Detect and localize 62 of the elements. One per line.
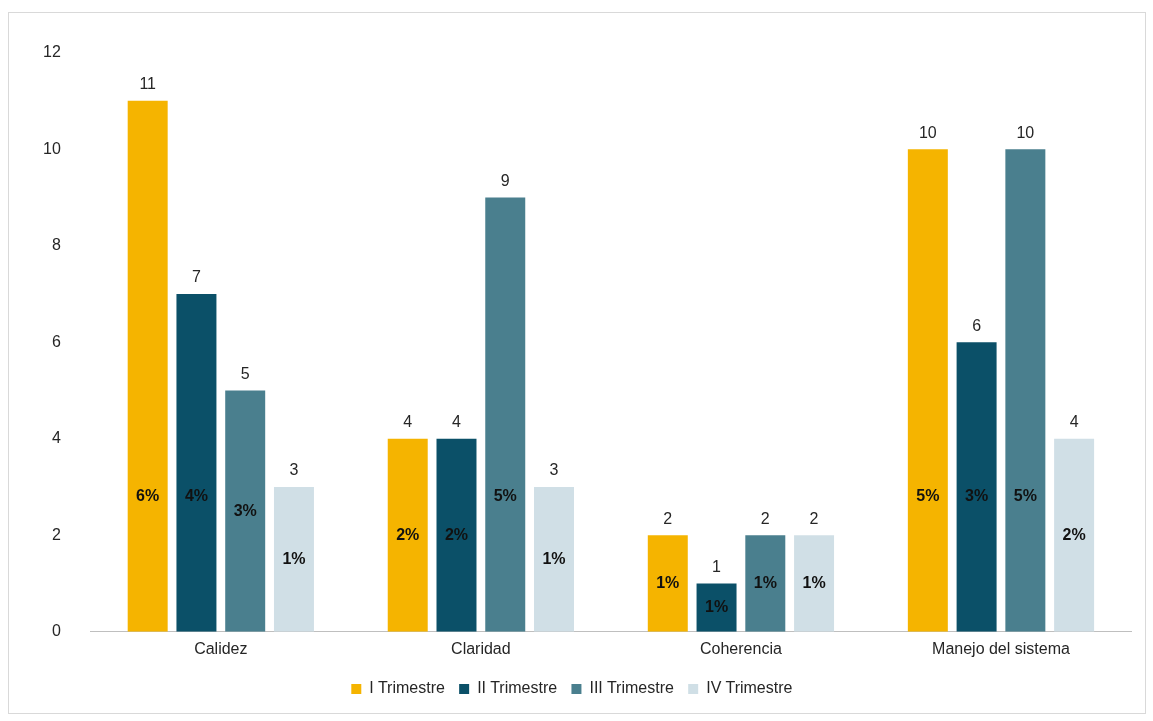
annotation: 3% [233,501,257,519]
annotation: 2% [1062,525,1086,543]
x-tick-label: Coherencia [700,639,782,657]
bar [1054,438,1095,632]
x-tick-label: Manejo del sistema [932,639,1070,657]
bar [436,438,477,632]
annotation: 6% [136,487,160,505]
y-tick-label: 4 [51,429,61,447]
bar [745,535,786,632]
x-tick-label: Calidez [194,639,248,657]
y-tick-label: 8 [51,236,61,254]
bar [273,487,314,632]
bar [794,535,835,632]
bar [647,535,688,632]
annotation: 4% [184,487,209,505]
data-label: 1 [712,557,722,575]
annotation: 1% [282,549,306,567]
data-label: 4 [452,413,462,431]
legend-label: III Trimestre [589,679,674,697]
annotation: 1% [704,598,729,616]
y-tick-label: 10 [43,139,61,157]
y-tick-label: 0 [51,622,61,640]
data-label: 5 [240,364,250,382]
data-label: 9 [500,171,510,189]
data-label: 11 [139,75,157,93]
annotation: 1% [753,573,777,591]
y-tick-label: 2 [51,525,61,543]
data-label: 2 [663,509,673,527]
annotation: 5% [916,487,940,505]
annotation: 1% [542,549,566,567]
legend-label: I Trimestre [369,679,445,697]
bar [176,293,217,632]
bar [1005,149,1046,632]
annotation: 5% [1013,487,1037,505]
annotation: 1% [802,573,826,591]
data-label: 3 [289,461,299,479]
legend-label: II Trimestre [477,679,558,697]
annotation: 2% [396,525,420,543]
data-label: 4 [403,413,413,431]
data-label: 10 [1016,123,1035,141]
bar [127,100,168,632]
x-tick-label: Claridad [451,639,511,657]
y-tick-label: 6 [51,332,61,350]
data-label: 10 [918,123,937,141]
data-label: 2 [809,509,819,527]
bar [387,438,428,632]
y-tick-label: 12 [43,43,61,61]
legend-label: IV Trimestre [706,679,793,697]
bar [907,149,948,632]
bar [485,197,526,632]
annotation: 1% [656,573,680,591]
data-label: 6 [972,316,982,334]
data-label: 3 [549,461,559,479]
annotation: 2% [444,525,469,543]
bar [956,342,997,632]
data-label: 4 [1069,413,1079,431]
bar [225,390,266,632]
annotation: 5% [493,487,517,505]
annotation: 3% [965,487,989,505]
data-label: 7 [191,268,201,286]
bar [534,487,574,632]
data-label: 2 [760,509,770,527]
